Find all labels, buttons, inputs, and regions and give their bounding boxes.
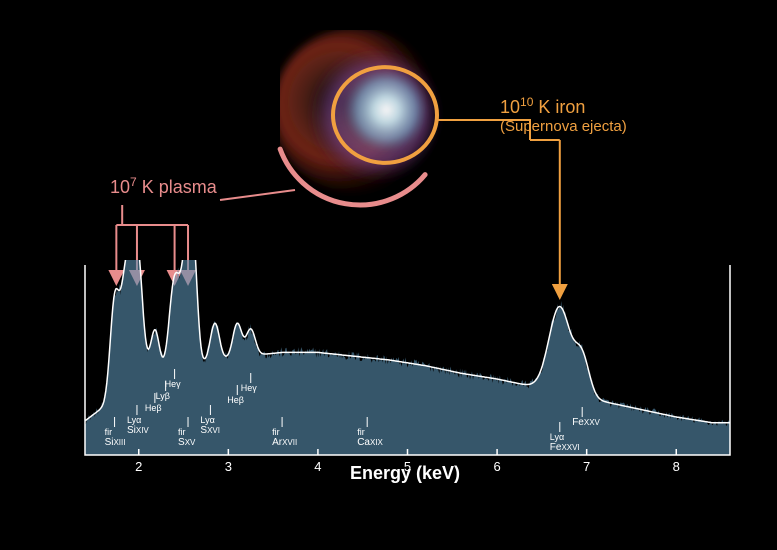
spectral-line-label: Heγ [241,383,257,393]
spectral-line-label: firSiXIII [105,427,126,448]
x-tick-label: 5 [404,459,411,474]
x-tick-label: 3 [225,459,232,474]
spectral-line-label: FeXXV [572,417,600,428]
x-tick-label: 8 [673,459,680,474]
x-tick-label: 2 [135,459,142,474]
spectral-line-label: LyαFeXXVI [550,432,580,453]
iron-label: 1010 K iron (Supernova ejecta) [500,95,627,135]
spectral-line-label: firCaXIX [357,427,383,448]
spectrum-chart: Energy (keV) 2345678firSiXIIILyαSiXIVHeβ… [70,260,740,490]
spectrum-svg [70,260,740,490]
spectral-line-label: Heβ [227,395,244,405]
spectral-line-label: LyαSiXIV [127,415,149,436]
figure-root: 107 K plasma 1010 K iron (Supernova ejec… [0,0,777,550]
plasma-label: 107 K plasma [110,175,217,198]
x-tick-label: 7 [583,459,590,474]
spectral-line-label: Heγ [165,379,181,389]
x-tick-label: 6 [493,459,500,474]
spectral-line-label: LyαSXVI [200,415,220,436]
spectral-line-label: firSXV [178,427,195,448]
spectral-line-label: Lyβ [156,391,170,401]
spectral-line-label: Heβ [145,403,162,413]
spectral-line-label: firArXVII [272,427,297,448]
x-tick-label: 4 [314,459,321,474]
